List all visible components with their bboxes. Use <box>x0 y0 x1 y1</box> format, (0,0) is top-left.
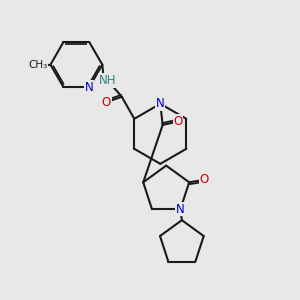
Text: O: O <box>102 96 111 109</box>
Text: NH: NH <box>99 74 116 87</box>
Text: N: N <box>156 97 165 110</box>
Text: N: N <box>85 81 94 94</box>
Text: N: N <box>176 203 185 216</box>
Text: O: O <box>199 173 208 186</box>
Text: CH₃: CH₃ <box>28 60 47 70</box>
Text: O: O <box>173 115 183 128</box>
